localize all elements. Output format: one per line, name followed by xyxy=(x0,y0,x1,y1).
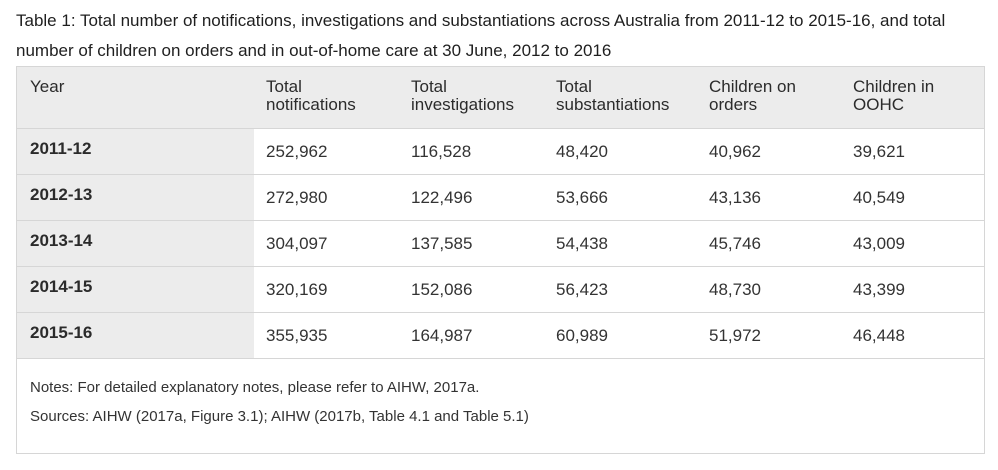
cell-children-on-orders: 40,962 xyxy=(697,128,841,175)
cell-children-in-oohc: 43,009 xyxy=(841,220,984,267)
notes-line: Notes: For detailed explanatory notes, p… xyxy=(30,379,480,396)
cell-children-on-orders: 51,972 xyxy=(697,312,841,359)
cell-children-in-oohc: 43,399 xyxy=(841,266,984,313)
cell-children-in-oohc: 40,549 xyxy=(841,174,984,221)
cell-investigations: 116,528 xyxy=(399,128,544,175)
data-table: Year Total notifications Total investiga… xyxy=(17,67,984,359)
cell-investigations: 164,987 xyxy=(399,312,544,359)
row-year: 2012-13 xyxy=(17,174,254,221)
header-children-in-oohc: Children in OOHC xyxy=(841,67,984,129)
cell-substantiations: 53,666 xyxy=(544,174,697,221)
table-row: 2011-12 252,962 116,528 48,420 40,962 39… xyxy=(17,128,984,175)
table-row: 2014-15 320,169 152,086 56,423 48,730 43… xyxy=(17,266,984,313)
cell-notifications: 304,097 xyxy=(254,220,399,267)
cell-substantiations: 54,438 xyxy=(544,220,697,267)
cell-substantiations: 48,420 xyxy=(544,128,697,175)
cell-notifications: 252,962 xyxy=(254,128,399,175)
row-year: 2013-14 xyxy=(17,220,254,267)
table-row: 2015-16 355,935 164,987 60,989 51,972 46… xyxy=(17,312,984,359)
cell-substantiations: 56,423 xyxy=(544,266,697,313)
header-total-substantiations: Total substantiations xyxy=(544,67,697,129)
cell-children-on-orders: 48,730 xyxy=(697,266,841,313)
table-caption: Table 1: Total number of notifications, … xyxy=(16,11,946,60)
cell-substantiations: 60,989 xyxy=(544,312,697,359)
row-year: 2011-12 xyxy=(17,128,254,175)
table-notes: Notes: For detailed explanatory notes, p… xyxy=(30,373,529,431)
table-header-row: Year Total notifications Total investiga… xyxy=(17,67,984,129)
header-total-investigations: Total investigations xyxy=(399,67,544,129)
header-total-notifications: Total notifications xyxy=(254,67,399,129)
cell-children-on-orders: 45,746 xyxy=(697,220,841,267)
row-year: 2014-15 xyxy=(17,266,254,313)
table-row: 2013-14 304,097 137,585 54,438 45,746 43… xyxy=(17,220,984,267)
table-row: 2012-13 272,980 122,496 53,666 43,136 40… xyxy=(17,174,984,221)
cell-children-in-oohc: 46,448 xyxy=(841,312,984,359)
cell-notifications: 272,980 xyxy=(254,174,399,221)
cell-notifications: 355,935 xyxy=(254,312,399,359)
sources-line: Sources: AIHW (2017a, Figure 3.1); AIHW … xyxy=(30,408,529,425)
header-year: Year xyxy=(17,67,254,129)
cell-investigations: 137,585 xyxy=(399,220,544,267)
cell-children-in-oohc: 39,621 xyxy=(841,128,984,175)
cell-investigations: 122,496 xyxy=(399,174,544,221)
cell-investigations: 152,086 xyxy=(399,266,544,313)
header-children-on-orders: Children on orders xyxy=(697,67,841,129)
cell-children-on-orders: 43,136 xyxy=(697,174,841,221)
data-table-container: Year Total notifications Total investiga… xyxy=(16,66,985,454)
row-year: 2015-16 xyxy=(17,312,254,359)
cell-notifications: 320,169 xyxy=(254,266,399,313)
